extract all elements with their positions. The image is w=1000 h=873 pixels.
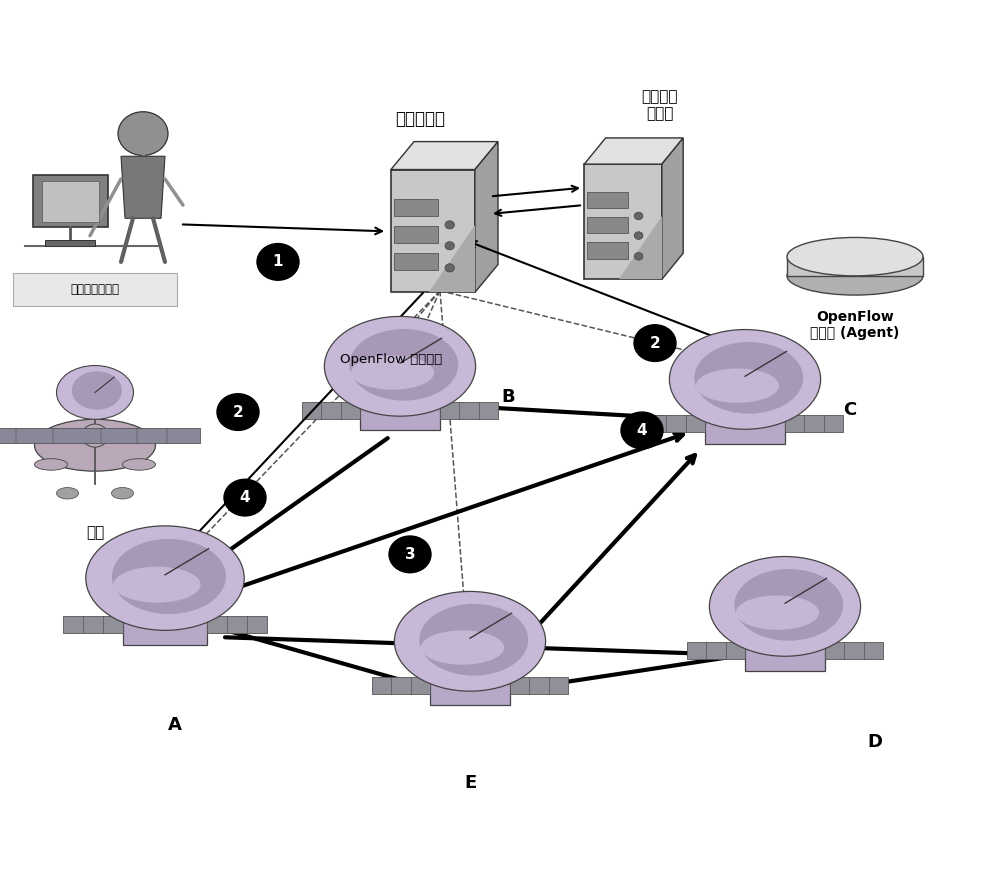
Ellipse shape — [787, 257, 923, 295]
Polygon shape — [687, 643, 745, 658]
Circle shape — [217, 394, 259, 430]
Polygon shape — [584, 164, 662, 279]
Ellipse shape — [34, 419, 156, 471]
Polygon shape — [785, 416, 843, 431]
Polygon shape — [372, 677, 430, 693]
Ellipse shape — [351, 355, 434, 389]
Text: 应用服务操作商: 应用服务操作商 — [70, 284, 120, 296]
Polygon shape — [207, 615, 267, 633]
Polygon shape — [391, 141, 498, 169]
Polygon shape — [429, 225, 475, 292]
Ellipse shape — [696, 368, 779, 402]
Polygon shape — [619, 216, 662, 279]
Circle shape — [82, 424, 108, 447]
Ellipse shape — [694, 342, 803, 414]
Ellipse shape — [34, 458, 68, 471]
Ellipse shape — [736, 595, 819, 629]
Circle shape — [634, 212, 643, 220]
Ellipse shape — [112, 539, 226, 614]
Polygon shape — [394, 253, 438, 271]
Polygon shape — [510, 677, 568, 693]
Polygon shape — [584, 138, 683, 164]
Circle shape — [445, 221, 454, 229]
Polygon shape — [825, 643, 883, 658]
Polygon shape — [587, 217, 628, 233]
Polygon shape — [33, 175, 108, 227]
Ellipse shape — [669, 329, 821, 430]
Polygon shape — [42, 181, 98, 222]
Text: 3: 3 — [405, 546, 415, 562]
Ellipse shape — [122, 458, 156, 471]
Circle shape — [445, 242, 454, 250]
Ellipse shape — [709, 556, 861, 656]
Text: 4: 4 — [240, 490, 250, 505]
Ellipse shape — [394, 591, 546, 691]
Circle shape — [634, 325, 676, 361]
Ellipse shape — [349, 329, 458, 401]
Ellipse shape — [112, 487, 134, 499]
Text: A: A — [168, 716, 182, 733]
Text: B: B — [501, 388, 515, 406]
Text: D: D — [868, 733, 883, 751]
Ellipse shape — [56, 366, 134, 419]
Text: OpenFlow
代理商 (Agent): OpenFlow 代理商 (Agent) — [810, 310, 900, 340]
Ellipse shape — [734, 569, 843, 641]
Polygon shape — [475, 141, 498, 292]
Polygon shape — [302, 402, 360, 418]
Polygon shape — [391, 169, 475, 292]
FancyBboxPatch shape — [13, 273, 177, 306]
Polygon shape — [662, 138, 683, 279]
Ellipse shape — [324, 316, 476, 416]
Circle shape — [634, 252, 643, 260]
Polygon shape — [394, 199, 438, 217]
Text: C: C — [843, 402, 857, 419]
Text: E: E — [464, 774, 476, 792]
Ellipse shape — [56, 487, 78, 499]
Polygon shape — [587, 192, 628, 208]
Ellipse shape — [86, 526, 244, 630]
Text: 2: 2 — [650, 335, 660, 351]
Polygon shape — [394, 226, 438, 244]
Polygon shape — [787, 257, 923, 276]
Polygon shape — [360, 390, 440, 430]
Polygon shape — [440, 402, 498, 418]
Polygon shape — [63, 615, 123, 633]
Polygon shape — [123, 603, 207, 645]
Polygon shape — [0, 428, 200, 443]
Ellipse shape — [114, 567, 201, 602]
Text: 中心控制器: 中心控制器 — [395, 110, 445, 128]
Ellipse shape — [421, 630, 504, 664]
Circle shape — [634, 231, 643, 239]
Circle shape — [621, 412, 663, 449]
Polygon shape — [745, 630, 825, 670]
Polygon shape — [647, 416, 705, 431]
Circle shape — [445, 264, 454, 272]
Circle shape — [118, 112, 168, 155]
Ellipse shape — [419, 604, 528, 676]
Ellipse shape — [787, 237, 923, 276]
Polygon shape — [705, 403, 785, 443]
Text: 4: 4 — [637, 423, 647, 438]
Circle shape — [389, 536, 431, 573]
Circle shape — [224, 479, 266, 516]
Polygon shape — [430, 665, 510, 705]
Text: OpenFlow 扩展协议: OpenFlow 扩展协议 — [340, 354, 442, 366]
Text: 备用中心
控制器: 备用中心 控制器 — [642, 89, 678, 121]
Text: 1: 1 — [273, 254, 283, 270]
Ellipse shape — [72, 371, 122, 409]
Polygon shape — [121, 156, 165, 218]
Text: 卫星: 卫星 — [86, 525, 104, 540]
Circle shape — [257, 244, 299, 280]
Polygon shape — [587, 243, 628, 258]
Text: 2: 2 — [233, 404, 243, 420]
Polygon shape — [45, 240, 95, 246]
